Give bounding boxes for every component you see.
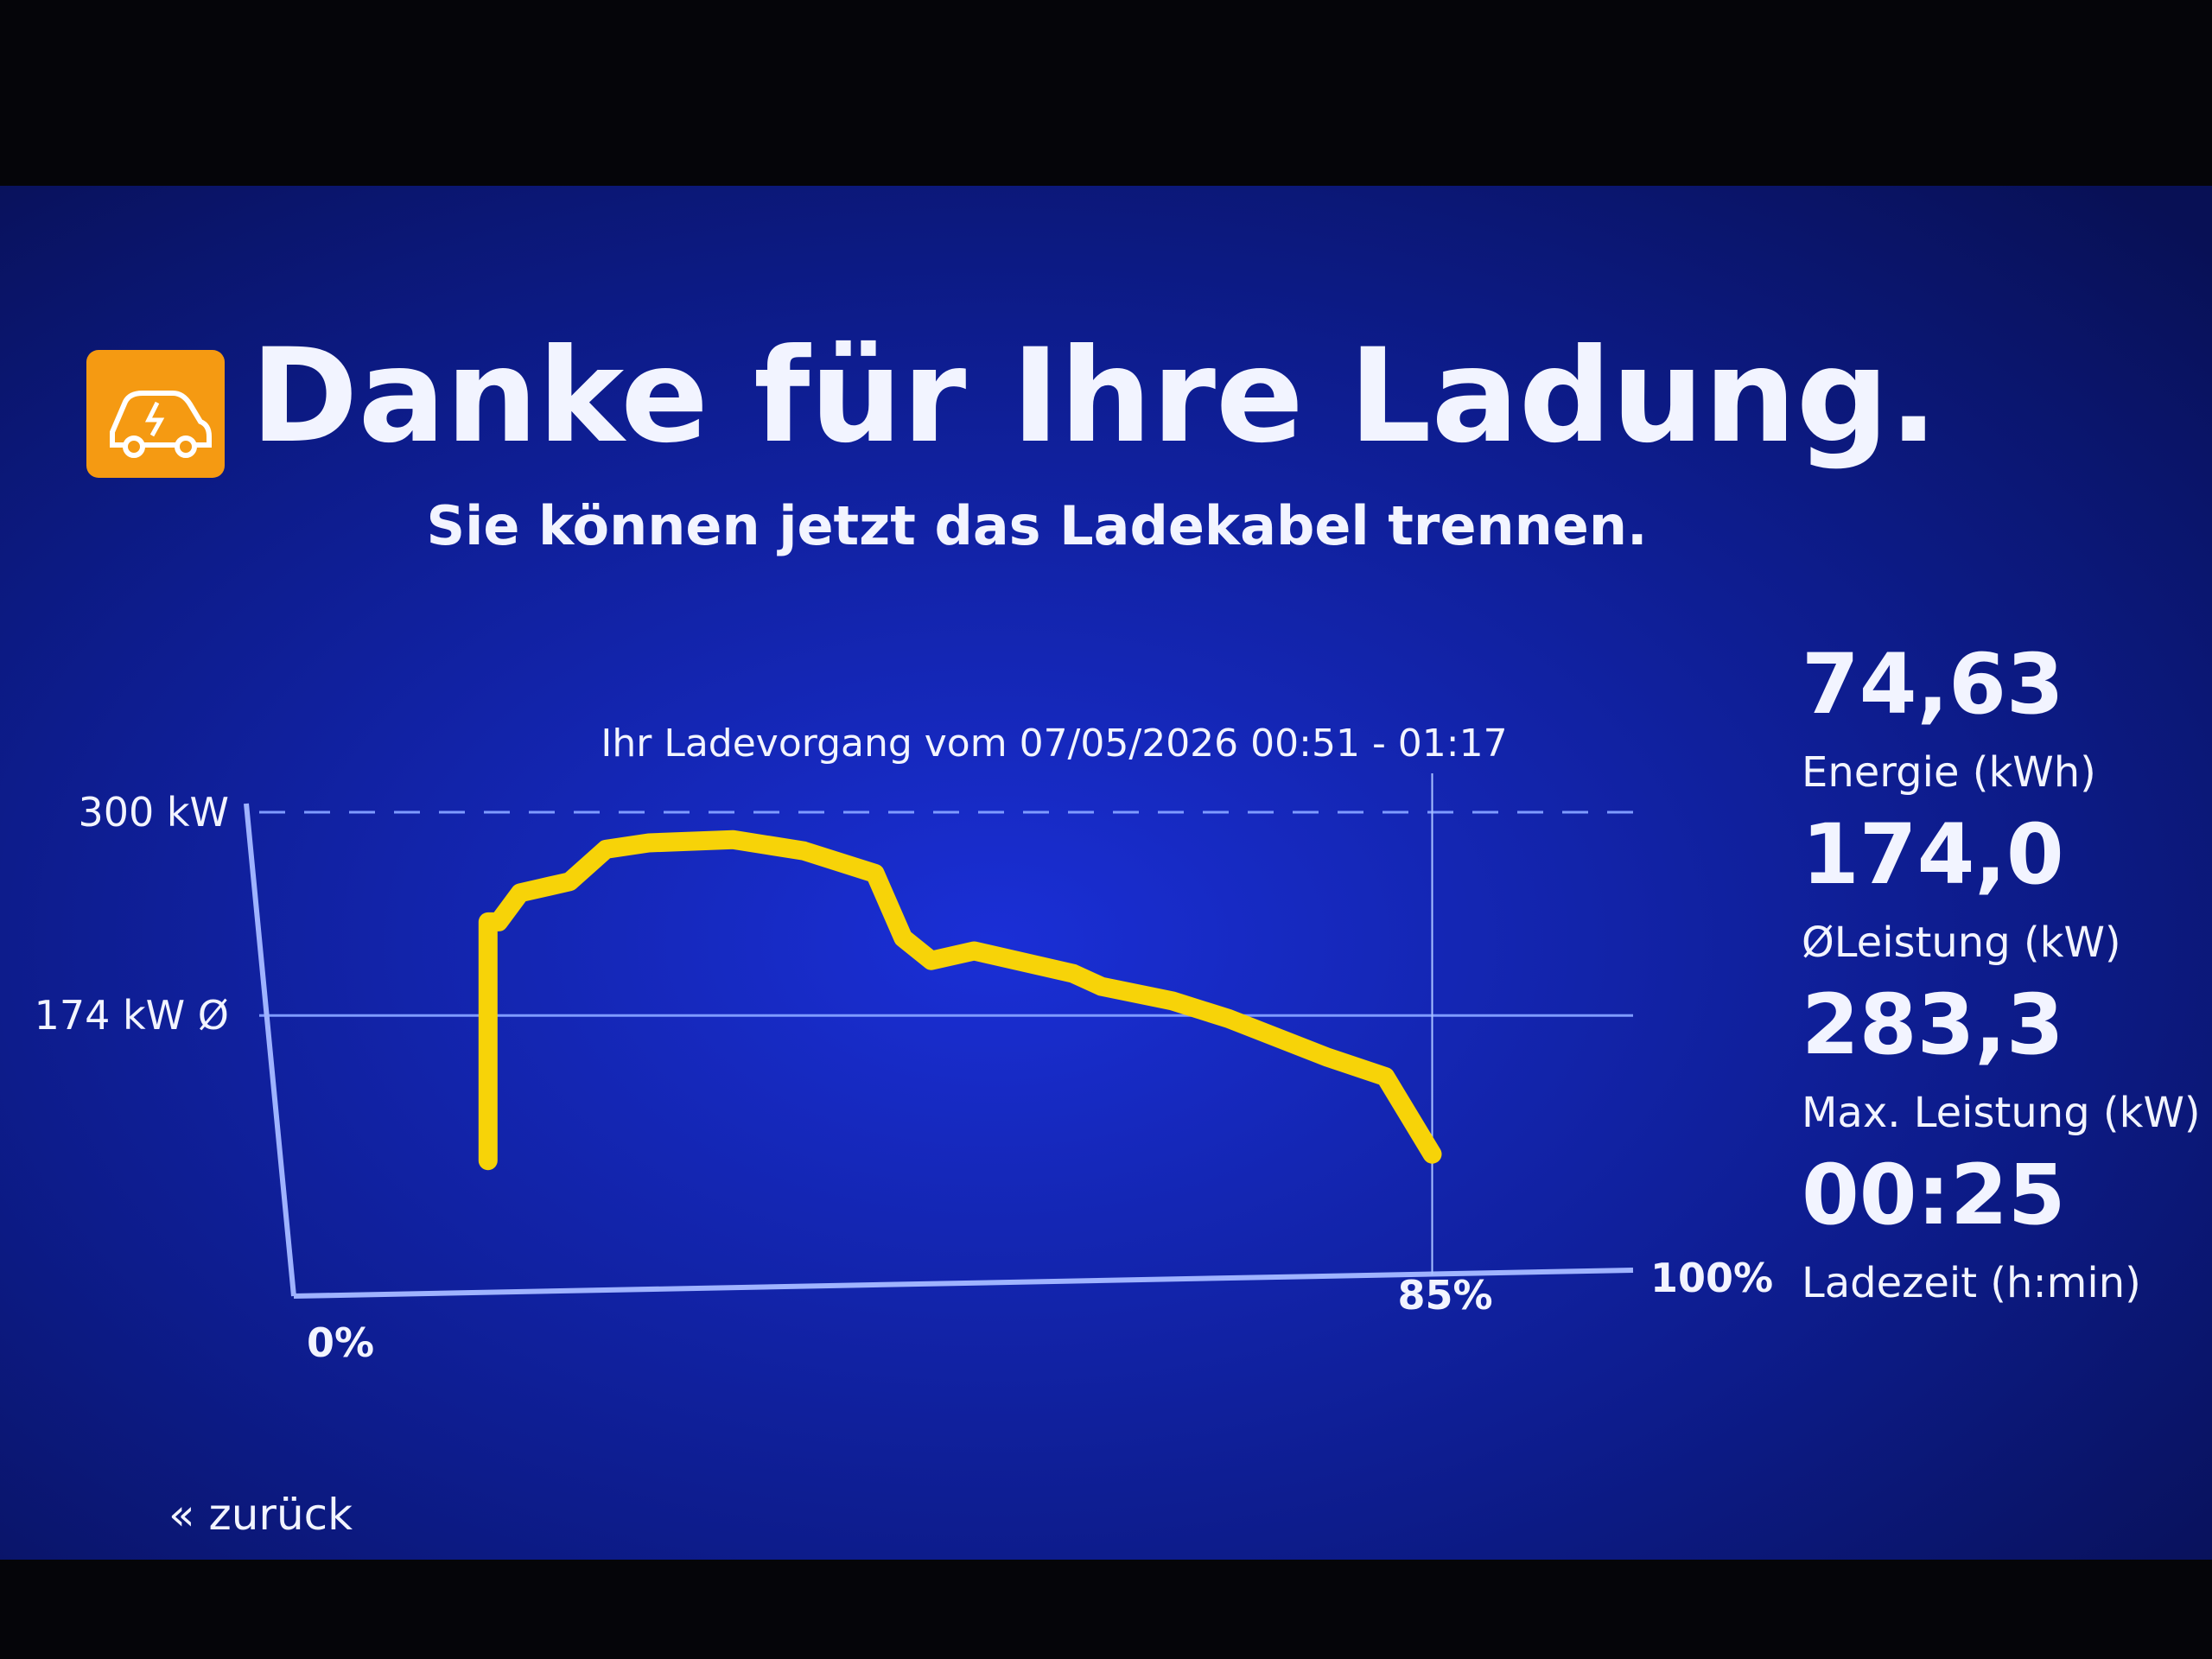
x-axis (293, 1268, 1634, 1299)
charge-icon (86, 350, 225, 478)
chart-title: Ihr Ladevorgang vom 07/05/2026 00:51 - 0… (601, 721, 1507, 766)
stat-value: 74,63 (1802, 636, 2064, 733)
stat-value: 00:25 (1802, 1147, 2066, 1243)
display-panel (0, 186, 2212, 1560)
subtitle: Sie können jetzt das Ladekabel trennen. (426, 494, 1647, 557)
stat-label: Ladezeit (h:min) (1802, 1259, 2141, 1307)
stat-value: 174,0 (1802, 806, 2064, 903)
y-axis (244, 803, 296, 1297)
marker-label: 85% (1397, 1272, 1492, 1319)
stat-label: ØLeistung (kW) (1802, 918, 2121, 967)
stats: 74,63 Energie (kWh) 174,0 ØLeistung (kW) 283… (1802, 636, 2201, 1307)
stat-value: 283,3 (1802, 976, 2064, 1073)
x-tick-label: 0% (307, 1319, 374, 1366)
stat-label: Energie (kWh) (1802, 748, 2096, 797)
back-button[interactable]: « zurück (168, 1490, 353, 1540)
title: Danke für Ihre Ladung. (251, 321, 1938, 472)
y-tick-label: 300 kW (78, 789, 229, 836)
stat-label: Max. Leistung (kW) (1802, 1089, 2201, 1137)
y-tick-label: 174 kW Ø (35, 992, 229, 1039)
chart: Ihr Ladevorgang vom 07/05/2026 00:51 - 0… (35, 721, 1774, 1366)
x-tick-label: 100% (1650, 1255, 1773, 1301)
charge-curve (478, 830, 1442, 1171)
